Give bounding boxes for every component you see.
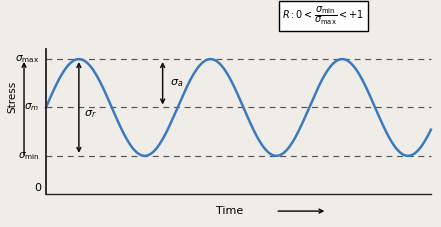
Text: $R : 0 < \dfrac{\sigma_{\min}}{\sigma_{\max}} < +1$: $R : 0 < \dfrac{\sigma_{\min}}{\sigma_{\… [282, 5, 364, 27]
Text: $\sigma_m$: $\sigma_m$ [24, 101, 39, 113]
Text: $\sigma_a$: $\sigma_a$ [170, 77, 183, 89]
Text: 0: 0 [34, 183, 41, 193]
Text: $\sigma_r$: $\sigma_r$ [84, 109, 96, 120]
Text: Stress: Stress [8, 81, 18, 113]
Text: Time: Time [216, 206, 243, 216]
Text: $\sigma_{\mathrm{max}}$: $\sigma_{\mathrm{max}}$ [15, 53, 39, 65]
Text: $\sigma_{\mathrm{min}}$: $\sigma_{\mathrm{min}}$ [18, 150, 39, 162]
